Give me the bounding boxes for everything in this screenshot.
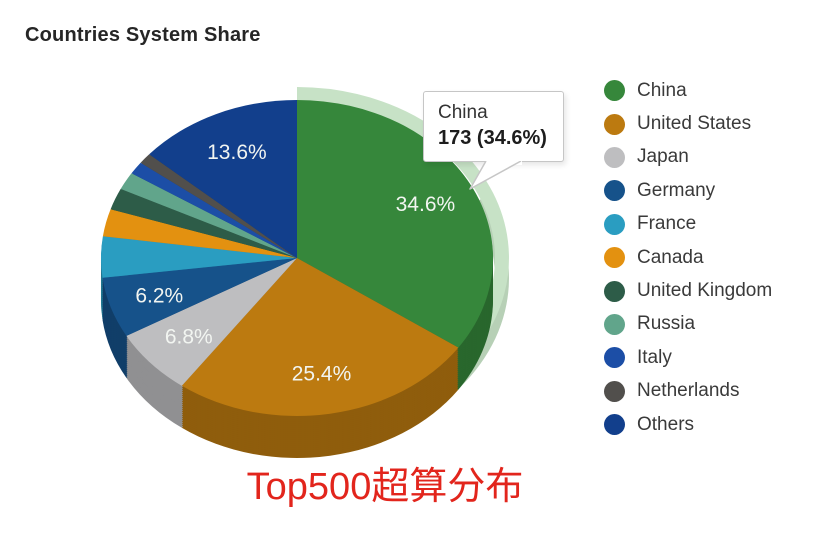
legend-label: Netherlands: [637, 380, 740, 402]
legend-label: Canada: [637, 246, 704, 268]
pie-slice-russia[interactable]: [120, 173, 297, 258]
pie-slice-united-kingdom[interactable]: [110, 188, 297, 258]
pie-slice-netherlands[interactable]: [140, 154, 297, 258]
pie-data-label-others: 13.6%: [207, 141, 267, 164]
legend-swatch-icon: [604, 80, 625, 102]
legend-swatch-icon: [604, 113, 625, 135]
legend-item-japan[interactable]: Japan: [604, 141, 772, 174]
pie-slice-others[interactable]: [149, 100, 297, 258]
legend-swatch-icon: [604, 146, 625, 168]
legend-swatch-icon: [604, 380, 625, 402]
legend-label: Japan: [637, 146, 689, 168]
legend-item-italy[interactable]: Italy: [604, 341, 772, 374]
legend-label: United States: [637, 113, 752, 135]
pie-data-label-china: 34.6%: [396, 193, 456, 216]
legend-swatch-icon: [604, 247, 625, 269]
legend-item-united-kingdom[interactable]: United Kingdom: [604, 274, 772, 307]
legend-item-canada[interactable]: Canada: [604, 241, 772, 274]
pie-slice-japan[interactable]: [126, 258, 298, 386]
pie-slice-canada[interactable]: [102, 209, 298, 258]
pie-data-label-japan: 6.8%: [165, 325, 213, 348]
pie-slice-france[interactable]: [100, 236, 297, 278]
legend-swatch-icon: [604, 414, 625, 436]
pie-slice-united-states[interactable]: [181, 258, 459, 416]
tooltip-value: 173 (34.6%): [438, 127, 547, 149]
legend-item-united-states[interactable]: United States: [604, 107, 772, 140]
tooltip-country: China: [438, 102, 488, 123]
legend-label: United Kingdom: [637, 280, 773, 302]
legend-item-russia[interactable]: Russia: [604, 308, 772, 341]
pie-slice-germany[interactable]: [102, 258, 298, 336]
tooltip: China 173 (34.6%): [423, 91, 564, 162]
legend-label: Italy: [637, 346, 672, 368]
legend-item-china[interactable]: China: [604, 74, 772, 107]
legend-swatch-icon: [604, 280, 625, 302]
pie-data-label-germany: 6.2%: [135, 284, 183, 307]
caption: Top500超算分布: [246, 466, 524, 508]
legend-label: Russia: [637, 313, 696, 335]
pie-slice-italy[interactable]: [131, 162, 298, 258]
legend-label: China: [637, 79, 687, 101]
tooltip-pointer-icon: [469, 161, 522, 190]
legend-swatch-icon: [604, 213, 625, 235]
legend-label: Germany: [637, 179, 716, 201]
legend-item-france[interactable]: France: [604, 208, 772, 241]
legend-label: Others: [637, 413, 695, 435]
chart-title: Countries System Share: [25, 24, 261, 46]
legend-item-germany[interactable]: Germany: [604, 174, 772, 207]
legend: China United States Japan Germany France Cana…: [604, 74, 772, 441]
legend-swatch-icon: [604, 347, 625, 369]
pie-data-label-united-states: 25.4%: [292, 363, 352, 386]
legend-swatch-icon: [604, 313, 625, 335]
legend-item-others[interactable]: Others: [604, 408, 772, 441]
legend-swatch-icon: [604, 180, 625, 202]
legend-label: France: [637, 213, 697, 235]
legend-item-netherlands[interactable]: Netherlands: [604, 375, 772, 408]
